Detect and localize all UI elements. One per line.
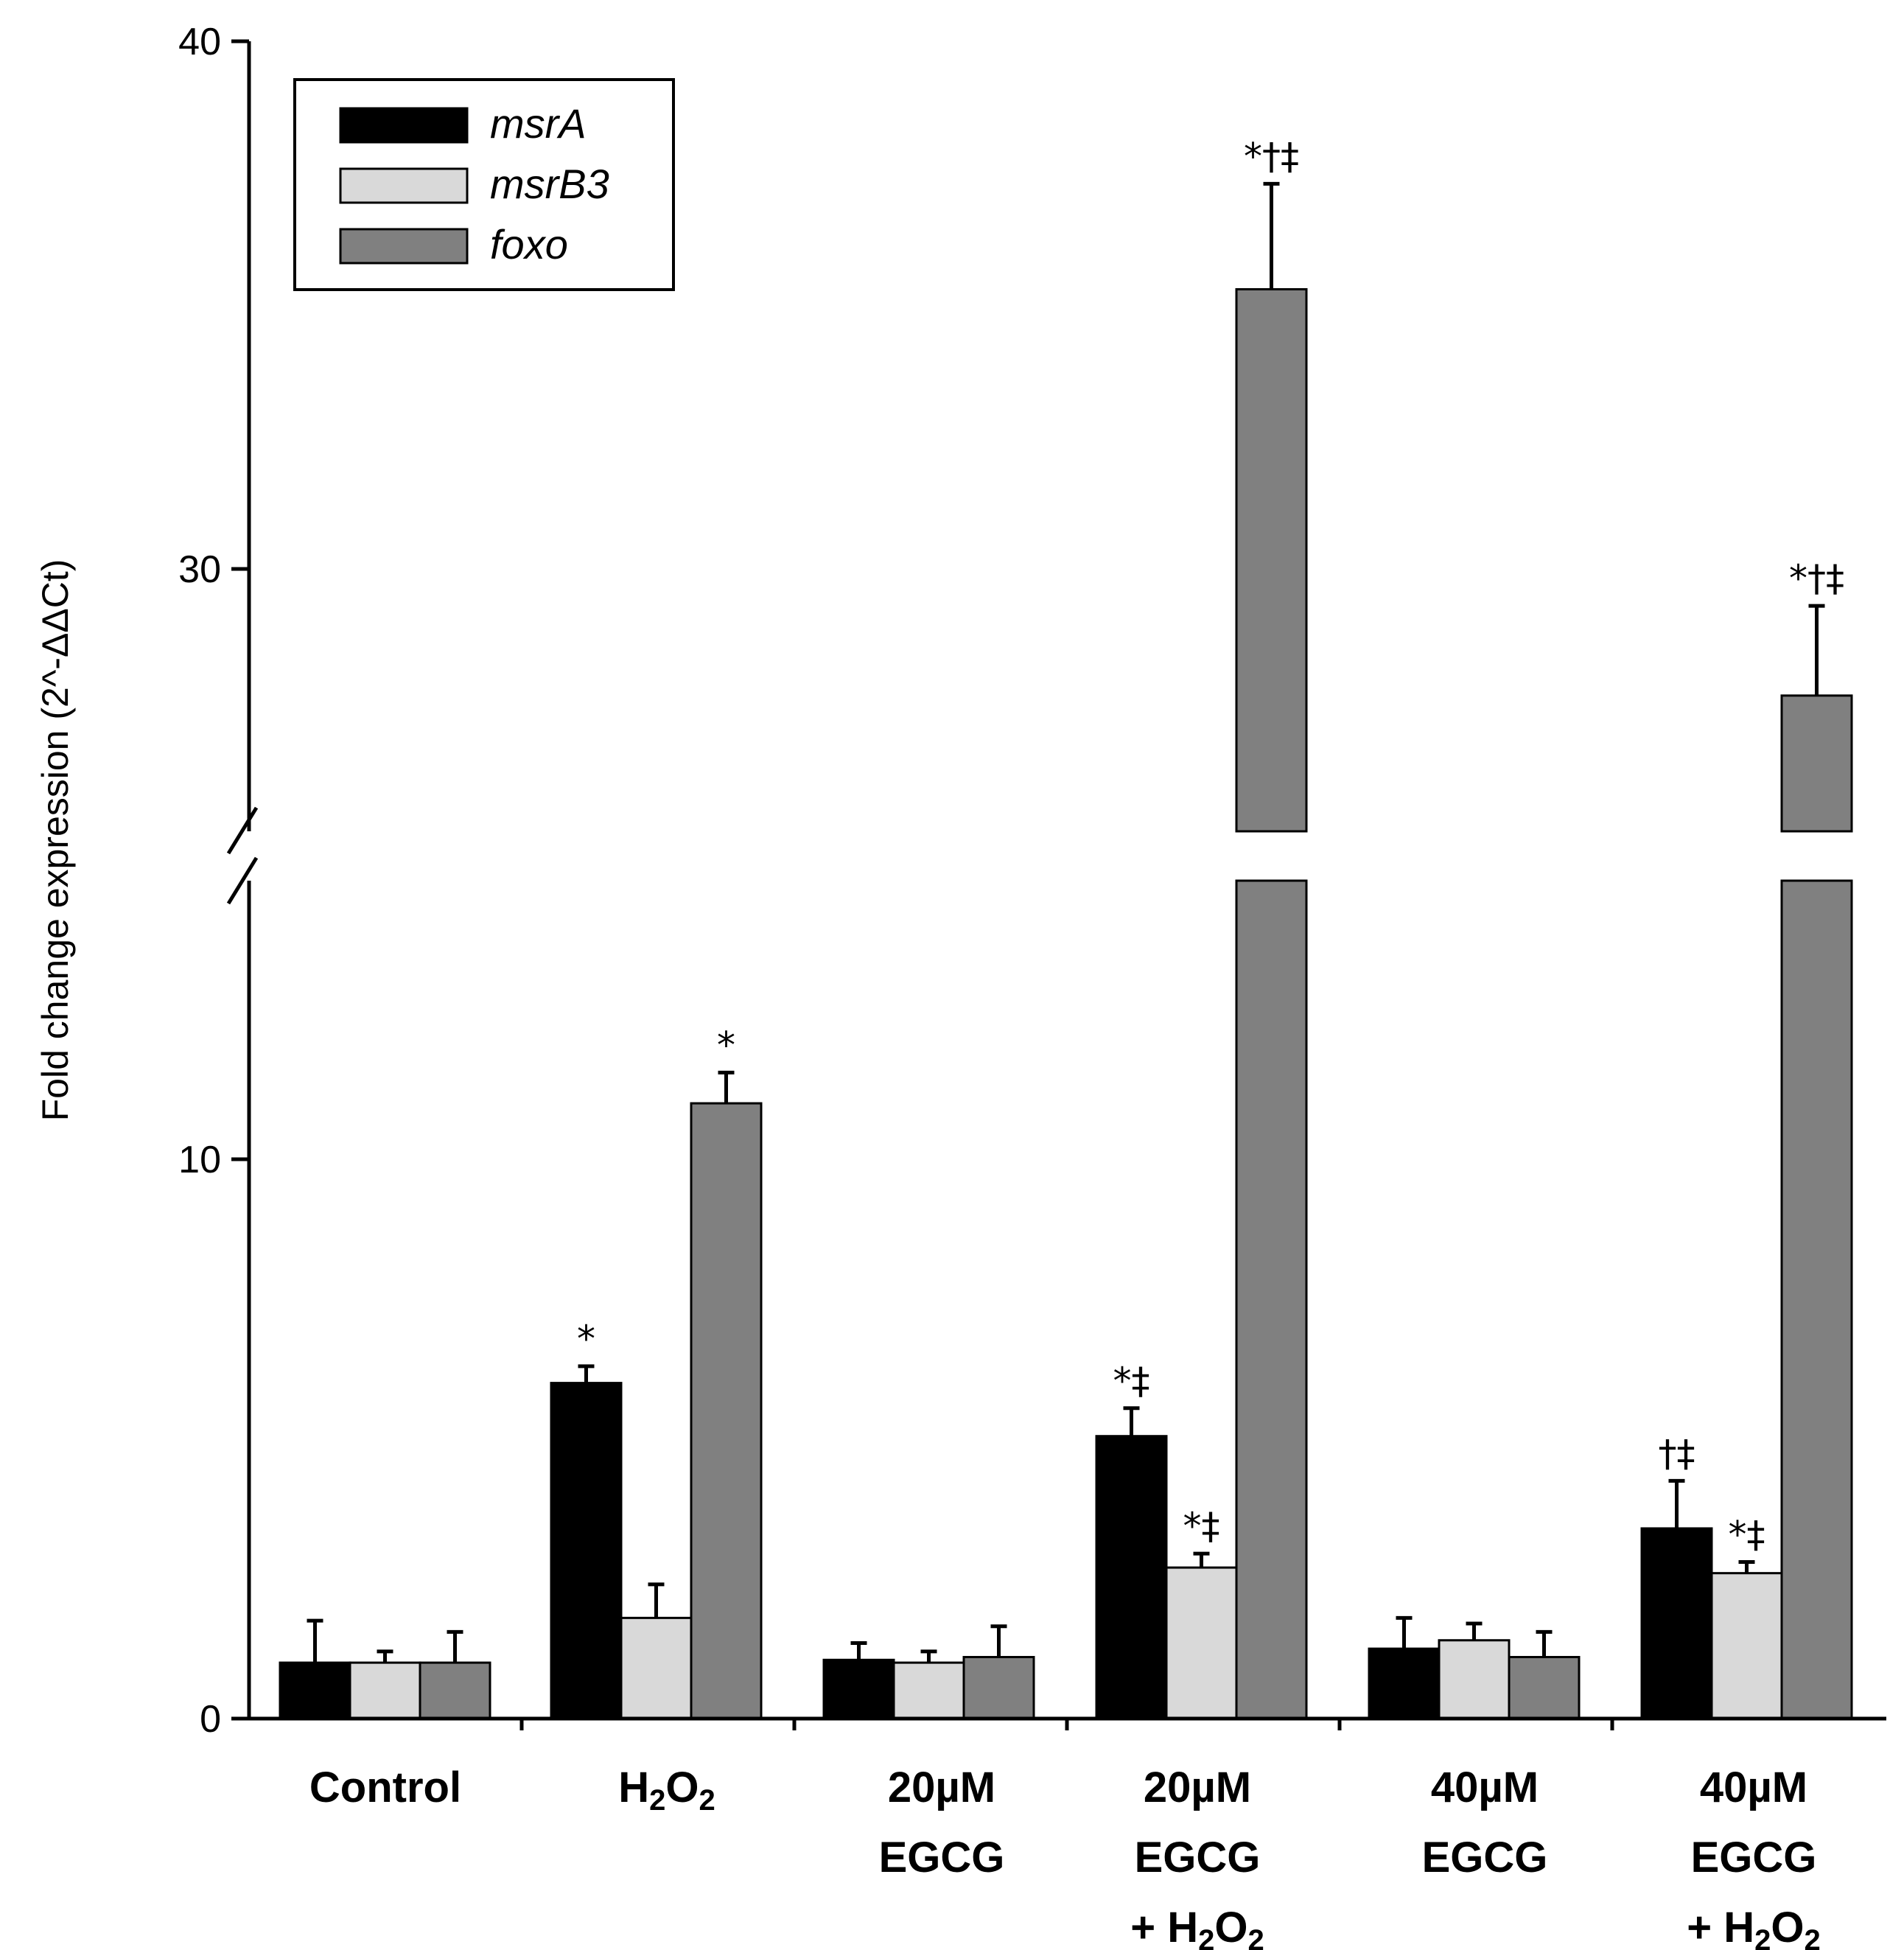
- subscript: 2: [1805, 1924, 1821, 1950]
- y-tick-label: 40: [178, 21, 221, 63]
- bar: [1640, 1527, 1713, 1720]
- axes-layer: [226, 39, 1886, 1730]
- category-label-line: + H2O2: [1687, 1904, 1821, 1950]
- text-part: + H: [1687, 1904, 1754, 1950]
- subscript: 2: [649, 1784, 665, 1817]
- bar: [1095, 1435, 1168, 1720]
- legend: msrA msrB3 foxo: [293, 78, 675, 291]
- category-label-line: 20µM: [1144, 1764, 1251, 1811]
- category-label-line: 20µM: [888, 1764, 995, 1811]
- y-tick-label: 30: [178, 548, 221, 591]
- bar: [822, 1658, 895, 1720]
- category-label-line: Control: [309, 1764, 461, 1811]
- significance-label: *‡: [1183, 1505, 1220, 1548]
- legend-label: msrB3: [490, 161, 609, 207]
- category-label-line: EGCG: [1422, 1834, 1548, 1881]
- axis-break-mark: [226, 856, 259, 905]
- bar: [892, 1661, 965, 1720]
- legend-swatch: [339, 228, 469, 265]
- category-label: 20µM EGCG: [879, 1764, 1005, 1881]
- bar: [690, 1102, 763, 1720]
- category-label-line: + H2O2: [1130, 1904, 1264, 1950]
- significance-label: *†‡: [1244, 135, 1299, 178]
- axis-break-mark: [226, 806, 259, 855]
- category-label-line: H2O2: [618, 1764, 715, 1817]
- bar: [279, 1661, 351, 1720]
- bar: [1235, 879, 1308, 1720]
- category-label: 40µM EGCG: [1422, 1764, 1548, 1881]
- bar: [1710, 1572, 1783, 1720]
- bar: [349, 1661, 421, 1720]
- significance-label: *‡: [1113, 1360, 1150, 1402]
- bars-layer: [279, 181, 1853, 1720]
- significance-label: *†‡: [1789, 557, 1844, 600]
- text-part: H: [618, 1764, 649, 1811]
- significance-label: *: [577, 1318, 595, 1360]
- significance-label: *: [717, 1024, 735, 1066]
- y-axis-title: Fold change expression (2^-ΔΔCt): [35, 559, 76, 1122]
- y-tick-label: 0: [200, 1698, 221, 1741]
- bar: [1780, 694, 1853, 833]
- legend-label: msrA: [490, 100, 587, 147]
- subscript: 2: [1248, 1924, 1264, 1950]
- bar: [1780, 879, 1853, 1720]
- significance-label: †‡: [1659, 1432, 1695, 1475]
- category-label: H2O2: [618, 1764, 715, 1817]
- bar: [1235, 288, 1308, 833]
- category-label-line: EGCG: [879, 1834, 1005, 1881]
- category-label-line: 40µM: [1700, 1764, 1807, 1811]
- subscript: 2: [1754, 1924, 1771, 1950]
- text-part: O: [1771, 1904, 1804, 1950]
- bar: [550, 1382, 623, 1720]
- subscript: 2: [699, 1784, 715, 1817]
- text-part: O: [665, 1764, 699, 1811]
- bar: [1438, 1639, 1511, 1720]
- bar: [419, 1661, 491, 1720]
- legend-label: foxo: [490, 221, 568, 268]
- category-label-line: EGCG: [1135, 1834, 1261, 1881]
- bar: [962, 1656, 1035, 1720]
- category-label-line: 40µM: [1431, 1764, 1539, 1811]
- category-label-line: EGCG: [1691, 1834, 1817, 1881]
- text-part: O: [1214, 1904, 1247, 1950]
- legend-swatch: [339, 107, 469, 144]
- text-part: + H: [1130, 1904, 1198, 1950]
- labels-layer: * *‡ †‡ *‡ *‡ * *†‡ *†‡ 0 10 30 40 Fold change expre…: [35, 21, 1844, 1950]
- bar: [1508, 1656, 1581, 1720]
- y-tick-label: 10: [178, 1139, 221, 1181]
- bar: [1368, 1647, 1441, 1720]
- bar: [620, 1616, 693, 1720]
- significance-label: *‡: [1729, 1513, 1765, 1556]
- category-label: Control: [309, 1764, 461, 1811]
- legend-swatch: [339, 167, 469, 204]
- bar: [1165, 1566, 1238, 1720]
- subscript: 2: [1198, 1924, 1214, 1950]
